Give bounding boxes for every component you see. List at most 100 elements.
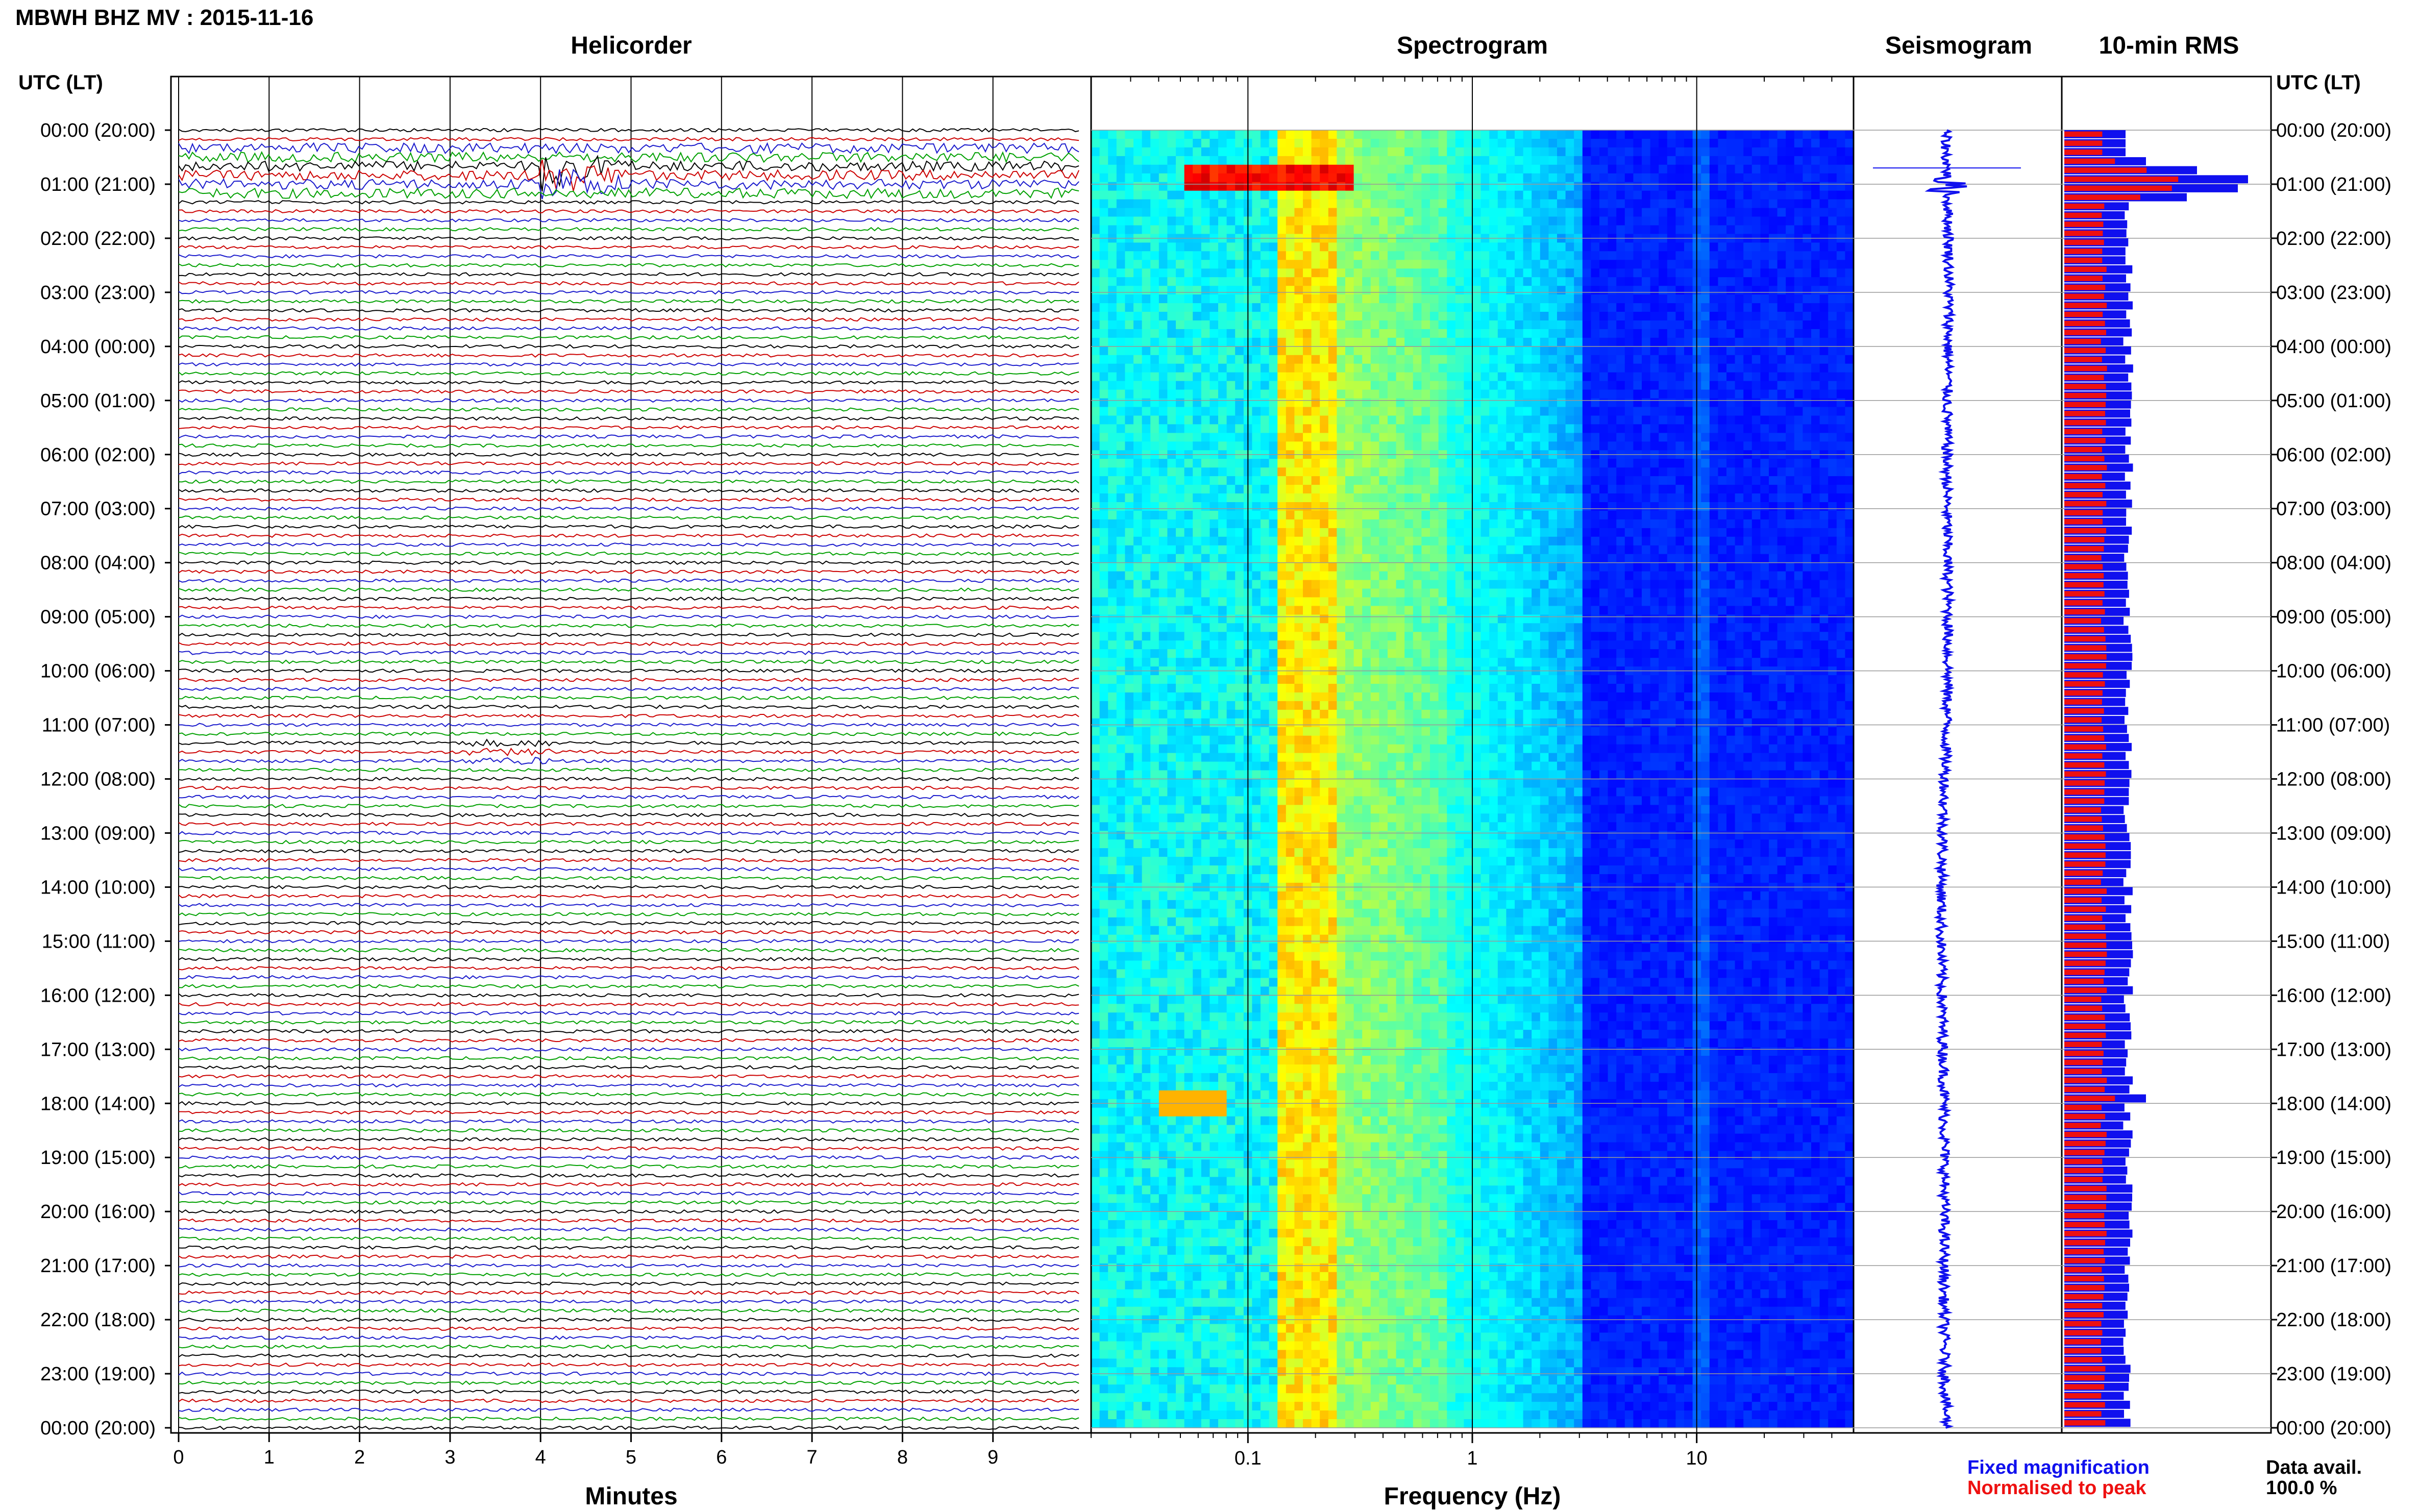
rms-frame [2061, 76, 2272, 1434]
rms-bar-normalised [2064, 1348, 2102, 1354]
rms-bar-normalised [2064, 1185, 2107, 1192]
rms-bar-normalised [2064, 789, 2105, 795]
helicorder-trace [178, 903, 1079, 908]
helicorder-trace [178, 142, 1079, 155]
rms-bar-normalised [2064, 330, 2106, 335]
hour-label-left: 23:00 (19:00) [40, 1364, 156, 1385]
rms-bar-normalised [2064, 348, 2106, 354]
rms-bar-normalised [2064, 1411, 2102, 1417]
rms-bar-normalised [2064, 456, 2105, 461]
rms-bar-normalised [2064, 591, 2105, 597]
legend-fixed-magnification: Fixed magnification [1967, 1457, 2150, 1478]
helicorder-trace [178, 1191, 1079, 1196]
helicorder-trace [178, 344, 1079, 349]
helicorder-trace [178, 686, 1079, 691]
helicorder-trace [178, 209, 1079, 214]
rms-bar-normalised [2064, 1195, 2107, 1201]
rms-bar-normalised [2064, 555, 2102, 561]
helicorder-x-tick-label: 3 [445, 1447, 455, 1468]
hour-label-right: 03:00 (23:00) [2276, 282, 2391, 304]
helicorder-trace [178, 1290, 1079, 1295]
helicorder-trace [178, 894, 1079, 899]
rms-bar-normalised [2064, 1312, 2104, 1318]
rms-bar-normalised [2064, 852, 2106, 858]
helicorder-trace [178, 1128, 1079, 1133]
rms-bar-normalised [2064, 1285, 2105, 1291]
rms-bar-normalised [2064, 1366, 2106, 1372]
rms-bar-normalised [2064, 546, 2104, 552]
hour-label-right: 11:00 (07:00) [2276, 715, 2390, 736]
helicorder-trace [178, 713, 1079, 718]
helicorder-trace [178, 1245, 1079, 1250]
rms-bar-normalised [2064, 834, 2105, 840]
hour-label-right: 10:00 (06:00) [2276, 661, 2391, 682]
helicorder-trace [178, 605, 1079, 610]
helicorder-trace [178, 1065, 1079, 1070]
helicorder-trace [178, 849, 1079, 854]
helicorder-trace [178, 335, 1079, 340]
helicorder-trace [178, 281, 1079, 286]
rms-bar-normalised [2064, 447, 2102, 453]
rms-bar-normalised [2064, 528, 2106, 534]
helicorder-trace [178, 299, 1079, 304]
helicorder-trace [178, 317, 1079, 322]
rms-bar-normalised [2064, 411, 2105, 416]
hour-label-left: 01:00 (21:00) [40, 174, 156, 195]
rms-bar-normalised [2064, 609, 2105, 615]
helicorder-x-tick-label: 5 [626, 1447, 636, 1468]
rms-bar-normalised [2064, 465, 2107, 470]
rms-bar-normalised [2064, 879, 2101, 885]
hour-label-left: 07:00 (03:00) [40, 499, 156, 520]
helicorder-trace [178, 1254, 1079, 1259]
rms-bar-normalised [2064, 978, 2104, 984]
data-availability-value: 100.0 % [2266, 1477, 2337, 1499]
hour-label-left: 19:00 (15:00) [40, 1147, 156, 1169]
rms-bar-normalised [2064, 1168, 2104, 1174]
page-title: MBWH BHZ MV : 2015-11-16 [15, 5, 314, 30]
hour-label-right: 20:00 (16:00) [2276, 1201, 2391, 1223]
helicorder-trace [178, 218, 1079, 222]
rms-bar-normalised [2064, 474, 2102, 480]
helicorder-trace [178, 380, 1079, 385]
helicorder-trace [178, 921, 1079, 926]
helicorder-trace [178, 1119, 1079, 1124]
rms-bar-normalised [2064, 150, 2103, 155]
helicorder-trace [178, 425, 1079, 430]
helicorder-trace [178, 659, 1079, 664]
helicorder-trace [178, 1164, 1079, 1169]
helicorder-trace [178, 254, 1079, 259]
hour-label-right: 18:00 (14:00) [2276, 1093, 2391, 1114]
helicorder-trace [178, 984, 1079, 988]
hour-label-left: 22:00 (18:00) [40, 1309, 156, 1331]
helicorder-x-tick-label: 6 [716, 1447, 727, 1468]
helicorder-trace [178, 1380, 1079, 1385]
helicorder-trace [178, 1038, 1079, 1043]
rms-bar-normalised [2064, 293, 2104, 300]
rms-bar-normalised [2064, 384, 2106, 389]
rms-bar-normalised [2064, 798, 2105, 804]
rms-bar-normalised [2064, 1303, 2103, 1308]
helicorder-trace [178, 1209, 1079, 1214]
helicorder-trace [178, 957, 1079, 962]
rms-bar-normalised [2064, 419, 2106, 426]
helicorder-trace [178, 1029, 1079, 1034]
helicorder-trace [178, 236, 1079, 241]
rms-bar-normalised [2064, 537, 2105, 542]
helicorder-trace [178, 1407, 1079, 1412]
rms-bar-normalised [2064, 1096, 2115, 1101]
rms-bar-normalised [2064, 176, 2179, 182]
helicorder-trace [178, 785, 1079, 790]
helicorder-x-tick-label: 7 [807, 1447, 818, 1468]
rms-bar-normalised [2064, 1059, 2103, 1065]
legend-normalised-to-peak: Normalised to peak [1967, 1477, 2146, 1499]
rms-bar-normalised [2064, 284, 2106, 290]
rms-bar-normalised [2064, 167, 2147, 173]
rms-bar-normalised [2064, 843, 2106, 849]
helicorder-trace [178, 569, 1079, 574]
helicorder-trace [178, 839, 1079, 845]
hour-label-left: 17:00 (13:00) [40, 1039, 156, 1060]
helicorder-trace [178, 623, 1079, 628]
hour-label-left: 15:00 (11:00) [42, 931, 156, 952]
rms-bar-normalised [2064, 239, 2104, 245]
helicorder-x-tick-label: 1 [264, 1447, 275, 1468]
